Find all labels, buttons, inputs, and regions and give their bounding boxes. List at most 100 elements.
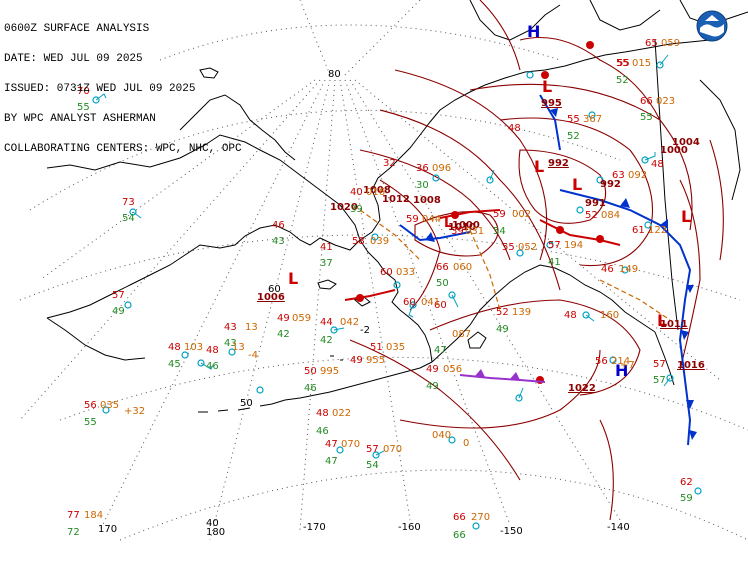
temperature-label: 40 [350, 187, 363, 198]
dewpoint-label: 45 [168, 359, 181, 370]
coastlines [46, 0, 748, 413]
header-analyst: BY WPC ANALYST ASHERMAN [4, 113, 156, 125]
temperature-label: 48 [206, 345, 219, 356]
pressure-label: 059 [661, 38, 680, 49]
station-circle [516, 249, 524, 257]
cold-front-gulf [559, 189, 692, 446]
wind-barb [451, 294, 459, 308]
station-plot: 55 [617, 58, 630, 69]
pressure-label: 367 [583, 114, 602, 125]
cold-front-north [539, 94, 561, 151]
temperature-label: 70 [77, 86, 90, 97]
wind-barb [95, 93, 107, 101]
low-value: 992 [600, 179, 621, 190]
header-date: DATE: WED JUL 09 2025 [4, 53, 143, 65]
high-south: H 1022 [568, 361, 628, 394]
low-west: L 1006 [257, 269, 298, 303]
temperature-label: 43 [224, 322, 237, 333]
meridian-170 [299, 79, 336, 531]
station-plot: 32 [383, 158, 396, 169]
pressure-tendency: +7 [620, 360, 635, 371]
dewpoint-label: 30 [416, 180, 429, 191]
station-circle [330, 326, 338, 334]
header-issued: ISSUED: 0731Z WED JUL 09 2025 [4, 83, 196, 95]
cold-front-barb [681, 330, 689, 340]
pressure-label: 002 [512, 209, 531, 220]
station-circle [588, 111, 596, 119]
meridian-150 [344, 79, 511, 526]
dewpoint-label: 59 [680, 493, 693, 504]
station-plot: 59 044 [406, 214, 441, 225]
temperature-label: 60 [380, 267, 393, 278]
lon-label-150-west: -150 [500, 526, 523, 537]
temperature-label: 32 [383, 158, 396, 169]
pressure-label: 015 [632, 58, 651, 69]
dewpoint-label: 54 [493, 226, 506, 237]
station-circle [641, 156, 649, 164]
temperature-label: 55 [502, 242, 515, 253]
station-circle [197, 359, 205, 367]
temperature-label: 49 [426, 364, 439, 375]
station-circle [515, 394, 523, 402]
station-circle [472, 522, 480, 530]
cold-front-barb [686, 285, 694, 293]
dewpoint-label: 49 [426, 381, 439, 392]
dewpoint-label: 55 [640, 112, 653, 123]
wind-barb [518, 387, 524, 399]
pressure-label: 033 [396, 267, 415, 278]
pressure-label: 122 [648, 225, 667, 236]
temperature-label: 73 [122, 197, 135, 208]
low-symbol: L [657, 311, 667, 330]
pressure-label: 995 [320, 366, 339, 377]
pressure-label: 149 [619, 264, 638, 275]
dewpoint-label: 43 [272, 236, 285, 247]
station-plot: 66 66 270 [453, 512, 490, 541]
aleutian-islands [198, 399, 286, 413]
low-value: 991 [585, 198, 606, 209]
temperature-label: 66 [436, 262, 449, 273]
pressure-tendency: +32 [124, 406, 145, 417]
lon-label-160-west: -160 [398, 522, 421, 533]
pressure-label: 022 [332, 408, 351, 419]
warm-front-bumps [356, 41, 604, 384]
warm-front-west [344, 289, 396, 301]
siberia-coast [46, 134, 361, 319]
warm-front-bump [356, 294, 364, 302]
low-symbol: L [681, 207, 691, 226]
temperature-label: 41 [320, 242, 333, 253]
warm-front-gulf [539, 219, 621, 246]
alaska-southwest-coast [359, 239, 433, 363]
isobar-1 [394, 69, 548, 261]
temperature-label: 39 [451, 226, 464, 237]
isobar-label: 1000 [452, 220, 480, 231]
temperature-label: 47 [325, 439, 338, 450]
pressure-label: 035 [100, 400, 119, 411]
dewpoint-label: 57 [653, 375, 666, 386]
wrangel-island [199, 67, 219, 79]
station-plot: 48 [651, 159, 664, 170]
temperature-label: 57 [653, 359, 666, 370]
station-plot: 60 47 087 [434, 300, 471, 356]
cold-front-barbs [425, 108, 697, 440]
lon-label-170-west: -170 [303, 522, 326, 533]
station-plot: 57 54 070 [366, 444, 402, 471]
trough-1 [359, 209, 421, 261]
temperature-label: 36 [416, 163, 429, 174]
lon-label-140-west: -140 [607, 522, 630, 533]
station-circle [644, 221, 652, 229]
low-east: L [681, 207, 691, 226]
dewpoint-label: 55 [84, 417, 97, 428]
temperature-label: 51 [370, 342, 383, 353]
pribilof-islands [330, 355, 343, 361]
low-north: L 995 [541, 77, 562, 109]
dewpoint-label: 42 [320, 335, 333, 346]
cold-front-barb [686, 400, 694, 409]
wind-barb [333, 327, 345, 331]
temperature-label: 48 [168, 342, 181, 353]
high-symbol: H [527, 22, 540, 41]
